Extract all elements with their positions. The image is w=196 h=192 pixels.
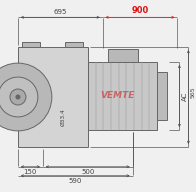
Text: 500: 500 xyxy=(81,169,94,175)
Text: 590: 590 xyxy=(69,178,82,184)
Text: 695: 695 xyxy=(54,9,67,15)
Circle shape xyxy=(0,77,38,117)
Circle shape xyxy=(10,89,26,105)
Circle shape xyxy=(0,63,52,131)
Bar xyxy=(108,49,138,62)
Text: 150: 150 xyxy=(24,169,37,175)
Bar xyxy=(157,72,167,120)
Text: VEMTE: VEMTE xyxy=(100,92,135,100)
Bar xyxy=(88,62,157,130)
Bar xyxy=(18,47,88,147)
Text: AC: AC xyxy=(182,91,188,101)
Circle shape xyxy=(16,95,20,99)
Bar xyxy=(22,42,40,47)
Text: 900: 900 xyxy=(131,6,149,15)
Text: 565: 565 xyxy=(190,86,195,98)
Bar xyxy=(65,42,83,47)
Text: Ø33.4: Ø33.4 xyxy=(60,108,65,126)
